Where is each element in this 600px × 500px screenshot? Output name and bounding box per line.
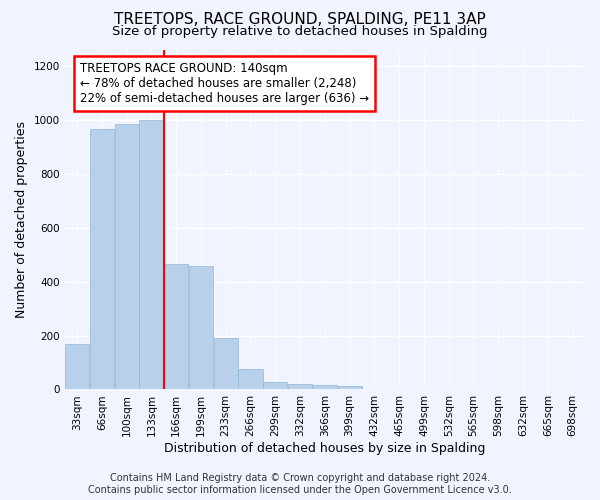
Bar	[90, 130, 114, 390]
Bar	[139, 120, 163, 390]
Bar	[313, 386, 337, 390]
Bar	[214, 338, 238, 390]
Bar	[115, 124, 139, 390]
Bar	[288, 384, 312, 390]
Bar	[164, 264, 188, 390]
Bar	[238, 370, 263, 390]
Y-axis label: Number of detached properties: Number of detached properties	[15, 121, 28, 318]
Bar	[263, 382, 287, 390]
Bar	[65, 344, 89, 390]
Bar	[189, 266, 213, 390]
Text: Size of property relative to detached houses in Spalding: Size of property relative to detached ho…	[112, 25, 488, 38]
X-axis label: Distribution of detached houses by size in Spalding: Distribution of detached houses by size …	[164, 442, 485, 455]
Text: TREETOPS RACE GROUND: 140sqm
← 78% of detached houses are smaller (2,248)
22% of: TREETOPS RACE GROUND: 140sqm ← 78% of de…	[80, 62, 370, 105]
Text: TREETOPS, RACE GROUND, SPALDING, PE11 3AP: TREETOPS, RACE GROUND, SPALDING, PE11 3A…	[114, 12, 486, 28]
Text: Contains HM Land Registry data © Crown copyright and database right 2024.
Contai: Contains HM Land Registry data © Crown c…	[88, 474, 512, 495]
Bar	[338, 386, 362, 390]
